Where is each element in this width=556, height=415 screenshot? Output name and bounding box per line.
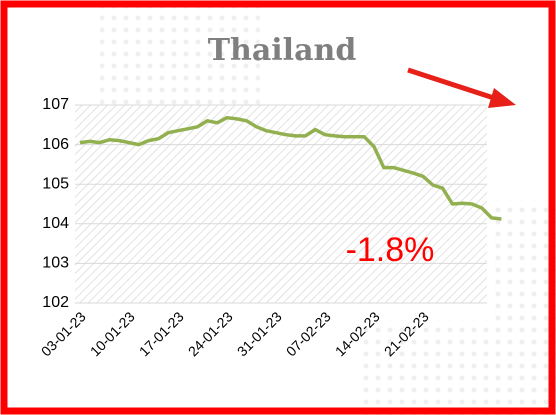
y-tick-label: 103 — [42, 255, 69, 272]
chart-title: Thailand — [208, 33, 357, 68]
y-tick-label: 104 — [42, 215, 69, 232]
arrow-head — [488, 88, 516, 108]
y-tick-label: 106 — [42, 136, 69, 153]
y-tick-label: 102 — [42, 294, 69, 311]
decoration — [360, 320, 556, 415]
decoration — [100, 0, 260, 110]
plot-area — [75, 105, 487, 303]
y-tick-label: 105 — [42, 175, 69, 192]
line — [79, 115, 502, 221]
annotation: -1.8% — [346, 231, 435, 269]
y-tick-label: 107 — [42, 96, 69, 113]
arrow — [407, 67, 501, 103]
